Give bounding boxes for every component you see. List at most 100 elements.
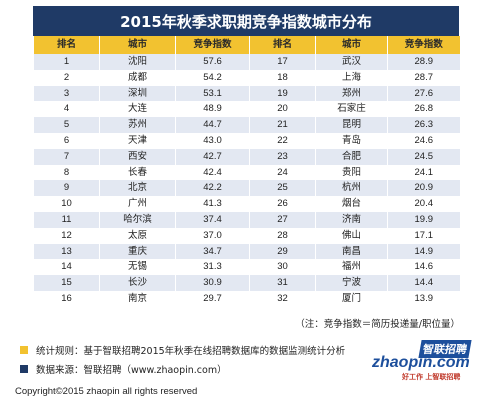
cell-city: 武汉	[315, 54, 388, 70]
legend-rule-text: 统计规则：基于智联招聘2015年秋季在线招聘数据库的数据监测统计分析	[36, 346, 346, 357]
cell-rank: 6	[33, 132, 100, 149]
table-row: 12 太原 37.0 28 佛山 17.1	[33, 227, 460, 244]
cell-index: 26.3	[387, 117, 460, 133]
cell-rank: 2	[33, 69, 100, 86]
cell-index: 24.5	[387, 148, 460, 165]
cell-city: 哈尔滨	[99, 211, 176, 228]
cell-rank: 32	[249, 290, 316, 307]
cell-index: 48.9	[175, 101, 250, 118]
cell-index: 37.4	[175, 211, 250, 228]
cell-city: 厦门	[315, 290, 388, 307]
cell-city: 烟台	[315, 196, 388, 212]
cell-city: 石家庄	[315, 101, 388, 118]
cell-index: 41.3	[175, 196, 250, 212]
cell-index: 14.9	[387, 243, 460, 260]
blue-square-icon	[20, 365, 28, 373]
cell-city: 西安	[99, 148, 176, 165]
cell-city: 上海	[315, 69, 388, 86]
cell-index: 44.7	[175, 117, 250, 133]
cell-index: 27.6	[387, 85, 460, 102]
cell-city: 佛山	[315, 227, 388, 244]
zhaopin-logo: 智联招聘 zhaopin.com 好工作 上智联招聘	[372, 340, 482, 384]
cell-city: 重庆	[99, 243, 176, 260]
cell-city: 北京	[99, 180, 176, 197]
table-row: 8 长春 42.4 24 贵阳 24.1	[33, 164, 460, 181]
header-city: 城市	[99, 36, 176, 54]
cell-city: 福州	[315, 259, 388, 276]
cell-city: 南京	[99, 290, 176, 307]
cell-index: 42.4	[175, 164, 250, 181]
cell-rank: 30	[249, 259, 316, 276]
table-row: 6 天津 43.0 22 青岛 24.6	[33, 132, 460, 149]
cell-index: 14.4	[387, 275, 460, 291]
cell-city: 大连	[99, 101, 176, 118]
header-rank: 排名	[249, 36, 316, 54]
cell-rank: 11	[33, 211, 100, 228]
cell-index: 43.0	[175, 132, 250, 149]
cell-rank: 7	[33, 148, 100, 165]
cell-rank: 27	[249, 211, 316, 228]
cell-city: 成都	[99, 69, 176, 86]
table-row: 11 哈尔滨 37.4 27 济南 19.9	[33, 211, 460, 228]
cell-rank: 26	[249, 196, 316, 212]
cell-rank: 13	[33, 243, 100, 260]
cell-rank: 5	[33, 117, 100, 133]
header-index: 竞争指数	[175, 36, 250, 54]
cell-city: 天津	[99, 132, 176, 149]
logo-slogan: 好工作 上智联招聘	[402, 373, 461, 381]
table-title: 2015年秋季求职期竞争指数城市分布	[33, 6, 459, 36]
table-row: 2 成都 54.2 18 上海 28.7	[33, 69, 460, 86]
table-row: 9 北京 42.2 25 杭州 20.9	[33, 180, 460, 197]
cell-city: 贵阳	[315, 164, 388, 181]
cell-city: 南昌	[315, 243, 388, 260]
cell-city: 郑州	[315, 85, 388, 102]
cell-city: 宁波	[315, 275, 388, 291]
cell-index: 29.7	[175, 290, 250, 307]
logo-latin: zhaopin.com	[372, 354, 470, 371]
cell-index: 24.1	[387, 164, 460, 181]
cell-city: 苏州	[99, 117, 176, 133]
cell-rank: 24	[249, 164, 316, 181]
cell-rank: 21	[249, 117, 316, 133]
cell-rank: 23	[249, 148, 316, 165]
cell-index: 20.9	[387, 180, 460, 197]
cell-rank: 12	[33, 227, 100, 244]
cell-city: 长春	[99, 164, 176, 181]
legend-source: 数据来源：智联招聘（www.zhaopin.com）	[20, 362, 227, 376]
table-row: 15 长沙 30.9 31 宁波 14.4	[33, 275, 460, 291]
cell-index: 31.3	[175, 259, 250, 276]
cell-city: 无锡	[99, 259, 176, 276]
cell-rank: 1	[33, 54, 100, 70]
cell-city: 沈阳	[99, 54, 176, 70]
cell-rank: 28	[249, 227, 316, 244]
cell-index: 14.6	[387, 259, 460, 276]
formula-note: （注：竞争指数＝简历投递量/职位量）	[295, 319, 460, 330]
cell-rank: 10	[33, 196, 100, 212]
cell-rank: 25	[249, 180, 316, 197]
table-row: 5 苏州 44.7 21 昆明 26.3	[33, 117, 460, 133]
legend-source-text: 数据来源：智联招聘（www.zhaopin.com）	[36, 365, 227, 376]
cell-index: 28.7	[387, 69, 460, 86]
cell-rank: 9	[33, 180, 100, 197]
cell-city: 合肥	[315, 148, 388, 165]
ranking-table: 排名 城市 竞争指数 排名 城市 竞争指数 1 沈阳 57.6 17 武汉 28.9 2 成都…	[33, 36, 460, 307]
table-row: 1 沈阳 57.6 17 武汉 28.9	[33, 54, 460, 70]
header-rank: 排名	[33, 36, 100, 54]
cell-rank: 14	[33, 259, 100, 276]
legend-rule: 统计规则：基于智联招聘2015年秋季在线招聘数据库的数据监测统计分析	[20, 343, 345, 357]
header-index: 竞争指数	[387, 36, 460, 54]
cell-index: 42.2	[175, 180, 250, 197]
header-city: 城市	[315, 36, 388, 54]
cell-index: 28.9	[387, 54, 460, 70]
cell-city: 太原	[99, 227, 176, 244]
cell-city: 昆明	[315, 117, 388, 133]
copyright-text: Copyright©2015 zhaopin all rights reserv…	[15, 386, 198, 397]
cell-rank: 31	[249, 275, 316, 291]
cell-index: 34.7	[175, 243, 250, 260]
cell-rank: 18	[249, 69, 316, 86]
cell-index: 26.8	[387, 101, 460, 118]
cell-rank: 15	[33, 275, 100, 291]
cell-city: 济南	[315, 211, 388, 228]
table-row: 3 深圳 53.1 19 郑州 27.6	[33, 85, 460, 102]
cell-index: 19.9	[387, 211, 460, 228]
